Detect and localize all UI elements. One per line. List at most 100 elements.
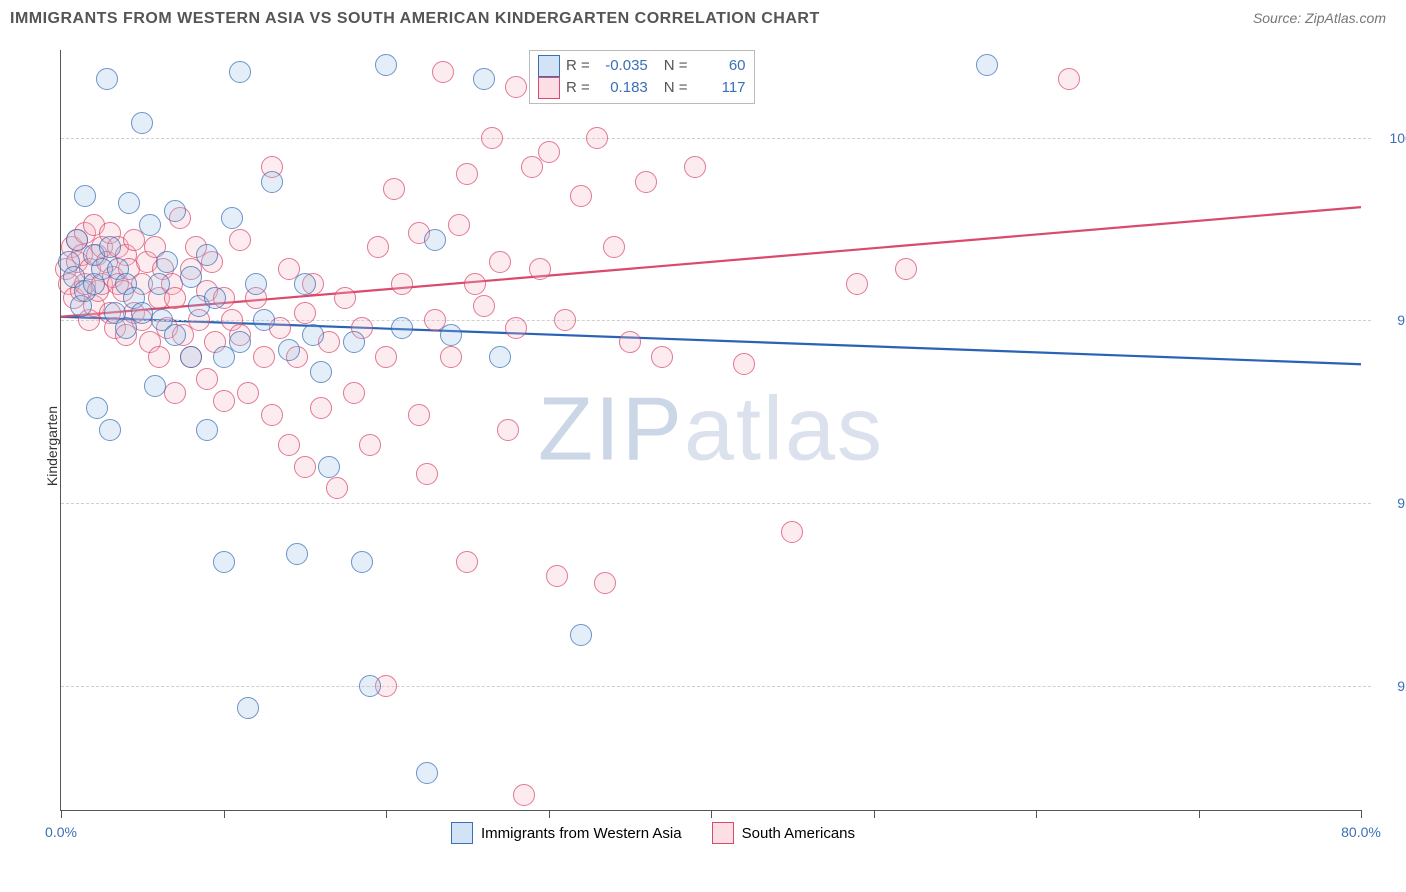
data-point-south_american xyxy=(164,382,186,404)
legend-r-label: R = xyxy=(566,77,590,99)
data-point-western_asia xyxy=(375,54,397,76)
data-point-western_asia xyxy=(156,251,178,273)
x-tick xyxy=(1199,810,1200,818)
data-point-south_american xyxy=(229,229,251,251)
legend-n-label: N = xyxy=(664,77,688,99)
data-point-western_asia xyxy=(976,54,998,76)
data-point-south_american xyxy=(213,390,235,412)
y-tick-label: 97.5% xyxy=(1397,312,1406,328)
legend-n-value: 117 xyxy=(694,77,746,99)
legend-swatch xyxy=(538,77,560,99)
trend-lines xyxy=(61,50,1361,810)
data-point-south_american xyxy=(846,273,868,295)
data-point-western_asia xyxy=(278,339,300,361)
data-point-south_american xyxy=(603,236,625,258)
data-point-western_asia xyxy=(237,697,259,719)
legend-correlation: R =-0.035N =60R =0.183N =117 xyxy=(529,50,755,104)
x-tick xyxy=(874,810,875,818)
data-point-western_asia xyxy=(310,361,332,383)
x-tick-label: 0.0% xyxy=(45,824,77,840)
chart-title: IMMIGRANTS FROM WESTERN ASIA VS SOUTH AM… xyxy=(10,10,820,28)
data-point-western_asia xyxy=(229,331,251,353)
gridline xyxy=(61,503,1371,504)
data-point-western_asia xyxy=(416,762,438,784)
data-point-south_american xyxy=(497,419,519,441)
data-point-south_american xyxy=(278,434,300,456)
data-point-western_asia xyxy=(351,551,373,573)
data-point-western_asia xyxy=(343,331,365,353)
legend-item-south_american: South Americans xyxy=(712,822,855,844)
data-point-south_american xyxy=(343,382,365,404)
data-point-western_asia xyxy=(359,675,381,697)
x-tick-label: 80.0% xyxy=(1341,824,1381,840)
legend-r-value: -0.035 xyxy=(596,55,648,77)
data-point-south_american xyxy=(594,572,616,594)
x-tick xyxy=(1361,810,1362,818)
data-point-south_american xyxy=(196,368,218,390)
data-point-western_asia xyxy=(286,543,308,565)
data-point-south_american xyxy=(635,171,657,193)
data-point-south_american xyxy=(448,214,470,236)
data-point-south_american xyxy=(1058,68,1080,90)
data-point-south_american xyxy=(326,477,348,499)
data-point-south_american xyxy=(464,273,486,295)
y-axis-label: Kindergarten xyxy=(44,406,60,486)
gridline xyxy=(61,686,1371,687)
y-tick-label: 100.0% xyxy=(1390,130,1406,146)
legend-swatch xyxy=(538,55,560,77)
data-point-south_american xyxy=(651,346,673,368)
plot-area: ZIPatlas R =-0.035N =60R =0.183N =117 Im… xyxy=(60,50,1361,811)
data-point-western_asia xyxy=(131,112,153,134)
data-point-south_american xyxy=(237,382,259,404)
data-point-south_american xyxy=(334,287,356,309)
data-point-south_american xyxy=(359,434,381,456)
x-tick xyxy=(711,810,712,818)
data-point-south_american xyxy=(391,273,413,295)
x-tick xyxy=(224,810,225,818)
legend-r-label: R = xyxy=(566,55,590,77)
legend-label: Immigrants from Western Asia xyxy=(481,825,682,842)
data-point-western_asia xyxy=(144,375,166,397)
data-point-south_american xyxy=(261,404,283,426)
data-point-western_asia xyxy=(229,61,251,83)
data-point-western_asia xyxy=(253,309,275,331)
data-point-south_american xyxy=(505,76,527,98)
data-point-western_asia xyxy=(99,236,121,258)
legend-swatch xyxy=(451,822,473,844)
data-point-south_american xyxy=(473,295,495,317)
data-point-south_american xyxy=(408,404,430,426)
data-point-western_asia xyxy=(164,324,186,346)
data-point-south_american xyxy=(383,178,405,200)
data-point-western_asia xyxy=(86,397,108,419)
data-point-south_american xyxy=(505,317,527,339)
gridline xyxy=(61,138,1371,139)
legend-label: South Americans xyxy=(742,825,855,842)
x-tick xyxy=(386,810,387,818)
data-point-south_american xyxy=(684,156,706,178)
x-tick xyxy=(1036,810,1037,818)
data-point-western_asia xyxy=(489,346,511,368)
data-point-western_asia xyxy=(570,624,592,646)
data-point-western_asia xyxy=(164,200,186,222)
data-point-south_american xyxy=(570,185,592,207)
data-point-western_asia xyxy=(261,171,283,193)
data-point-western_asia xyxy=(180,266,202,288)
legend-series: Immigrants from Western Asia South Americ… xyxy=(451,822,855,844)
data-point-western_asia xyxy=(245,273,267,295)
data-point-south_american xyxy=(440,346,462,368)
data-point-western_asia xyxy=(473,68,495,90)
data-point-western_asia xyxy=(440,324,462,346)
data-point-western_asia xyxy=(196,419,218,441)
legend-n-value: 60 xyxy=(694,55,746,77)
data-point-western_asia xyxy=(318,456,340,478)
data-point-south_american xyxy=(310,397,332,419)
legend-item-western_asia: Immigrants from Western Asia xyxy=(451,822,682,844)
y-tick-label: 92.5% xyxy=(1397,678,1406,694)
y-tick-label: 95.0% xyxy=(1397,495,1406,511)
data-point-western_asia xyxy=(204,287,226,309)
data-point-south_american xyxy=(554,309,576,331)
data-point-south_american xyxy=(416,463,438,485)
legend-row: R =0.183N =117 xyxy=(538,77,746,99)
data-point-south_american xyxy=(432,61,454,83)
data-point-western_asia xyxy=(302,324,324,346)
